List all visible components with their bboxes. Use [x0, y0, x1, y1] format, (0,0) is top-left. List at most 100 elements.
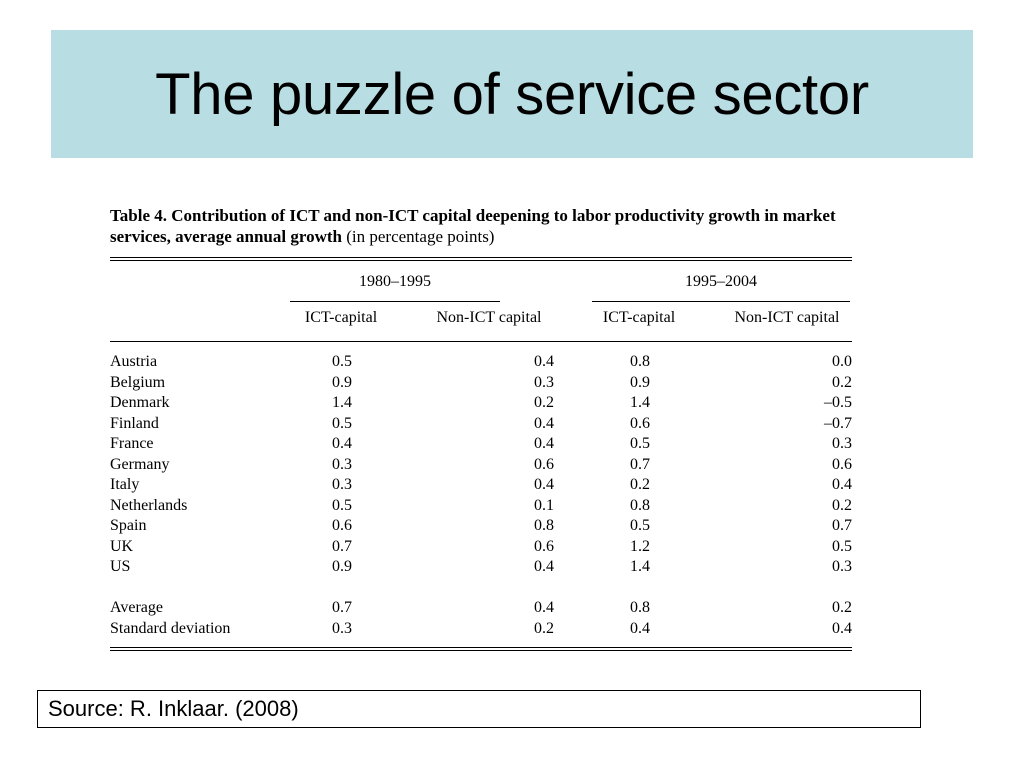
cell-value: 0.6 — [534, 455, 554, 473]
table-top-rule — [110, 257, 852, 261]
row-spacer — [110, 578, 852, 599]
slide-title: The puzzle of service sector — [155, 61, 869, 127]
cell-value: 0.4 — [332, 435, 352, 452]
row-label: Netherlands — [110, 496, 188, 514]
cell-value: 0.8 — [630, 353, 650, 370]
row-label: Austria — [110, 353, 158, 370]
row-label: Denmark — [110, 394, 170, 411]
row-label: Italy — [110, 476, 140, 493]
table-bottom-rule — [110, 647, 852, 651]
table-row: Spain 0.6 0.8 0.5 0.7 — [110, 516, 852, 537]
cell-value: 0.2 — [832, 599, 852, 616]
period-label-1: 1980–1995 — [359, 273, 431, 290]
cell-value: 0.4 — [534, 476, 554, 493]
row-label: Spain — [110, 517, 147, 534]
cell-value: 0.3 — [332, 619, 352, 637]
cell-value: 0.7 — [630, 455, 650, 473]
cell-value: 0.3 — [332, 476, 352, 493]
cell-value: 0.4 — [534, 414, 554, 432]
table-caption-suffix: (in percentage points) — [346, 227, 495, 246]
cell-value: 0.6 — [832, 455, 852, 473]
row-label: France — [110, 435, 154, 452]
cell-value: 0.2 — [630, 476, 650, 493]
cell-value: 0.2 — [832, 496, 852, 514]
cell-value: 0.8 — [534, 517, 554, 534]
cell-value: 0.2 — [534, 394, 554, 411]
table-row: Austria 0.5 0.4 0.8 0.0 — [110, 352, 852, 373]
cell-value: 0.9 — [630, 373, 650, 391]
cell-value: 0.4 — [630, 619, 650, 637]
cell-value: –0.5 — [824, 394, 852, 411]
column-header: ICT-capital — [602, 309, 676, 326]
row-label: Germany — [110, 455, 170, 473]
table-row: Netherlands 0.5 0.1 0.8 0.2 — [110, 496, 852, 517]
column-header: ICT-capital — [304, 309, 378, 326]
cell-value: 0.4 — [832, 476, 852, 493]
table-label: Table 4. — [110, 206, 168, 225]
table-caption-text: Contribution of ICT and non-ICT capital … — [110, 206, 836, 246]
cell-value: 0.1 — [534, 496, 554, 514]
column-header: Non-ICT capital — [734, 309, 840, 326]
table-body: Austria 0.5 0.4 0.8 0.0 Belgium 0.9 0.3 0.9 0.2 De… — [110, 352, 852, 639]
cell-value: 1.4 — [630, 394, 650, 411]
cell-value: 1.2 — [630, 537, 650, 555]
cell-value: 0.4 — [534, 435, 554, 452]
table-row: France 0.4 0.4 0.5 0.3 — [110, 434, 852, 455]
row-label: Average — [110, 599, 163, 616]
table-row: Denmark 1.4 0.2 1.4 –0.5 — [110, 393, 852, 414]
header-rule — [110, 341, 852, 342]
source-citation: Source: R. Inklaar. (2008) — [37, 690, 921, 728]
cell-value: 0.3 — [332, 455, 352, 473]
table-row: Germany 0.3 0.6 0.7 0.6 — [110, 455, 852, 476]
table-row: UK 0.7 0.6 1.2 0.5 — [110, 537, 852, 558]
cell-value: 0.4 — [534, 599, 554, 616]
cell-value: 0.5 — [332, 496, 352, 514]
table-row: US 0.9 0.4 1.4 0.3 — [110, 557, 852, 578]
cell-value: 0.2 — [832, 373, 852, 391]
cell-value: 0.4 — [534, 353, 554, 370]
cell-value: 0.4 — [832, 619, 852, 637]
cell-value: 0.7 — [332, 599, 352, 616]
row-label: UK — [110, 537, 134, 555]
title-banner: The puzzle of service sector — [51, 30, 973, 158]
column-header-row: ICT-capital Non-ICT capital ICT-capital … — [110, 305, 852, 341]
row-label: Belgium — [110, 373, 166, 391]
cell-value: 0.5 — [630, 517, 650, 534]
row-label: Finland — [110, 414, 159, 432]
cell-value: 1.4 — [332, 394, 352, 411]
table-row: Average 0.7 0.4 0.8 0.2 — [110, 598, 852, 619]
cell-value: 0.6 — [630, 414, 650, 432]
cell-value: 0.8 — [630, 496, 650, 514]
table-row: Standard deviation 0.3 0.2 0.4 0.4 — [110, 619, 852, 640]
cell-value: 0.7 — [332, 537, 352, 555]
cell-value: –0.7 — [824, 414, 852, 432]
table-caption: Table 4. Contribution of ICT and non-ICT… — [110, 205, 852, 247]
cell-value: 0.9 — [332, 558, 352, 575]
column-header: Non-ICT capital — [436, 309, 542, 326]
table-row: Belgium 0.9 0.3 0.9 0.2 — [110, 373, 852, 394]
row-label: Standard deviation — [110, 619, 231, 637]
cell-value: 0.6 — [332, 517, 352, 534]
period-label-2: 1995–2004 — [685, 273, 757, 290]
cell-value: 0.5 — [630, 435, 650, 452]
data-table: Table 4. Contribution of ICT and non-ICT… — [110, 205, 852, 651]
cell-value: 0.6 — [534, 537, 554, 555]
period-underline-1 — [290, 301, 500, 302]
cell-value: 0.2 — [534, 619, 554, 637]
cell-value: 0.5 — [832, 537, 852, 555]
cell-value: 0.5 — [332, 414, 352, 432]
cell-value: 0.9 — [332, 373, 352, 391]
cell-value: 0.7 — [832, 517, 852, 534]
table-row: Finland 0.5 0.4 0.6 –0.7 — [110, 414, 852, 435]
cell-value: 0.5 — [332, 353, 352, 370]
cell-value: 0.3 — [832, 435, 852, 452]
table-row: Italy 0.3 0.4 0.2 0.4 — [110, 475, 852, 496]
period-underline-2 — [592, 301, 850, 302]
row-label: US — [110, 558, 131, 575]
cell-value: 0.4 — [534, 558, 554, 575]
cell-value: 0.3 — [534, 373, 554, 391]
cell-value: 0.3 — [832, 558, 852, 575]
cell-value: 0.0 — [832, 353, 852, 370]
period-header-row: 1980–1995 1995–2004 — [110, 261, 852, 305]
cell-value: 0.8 — [630, 599, 650, 616]
